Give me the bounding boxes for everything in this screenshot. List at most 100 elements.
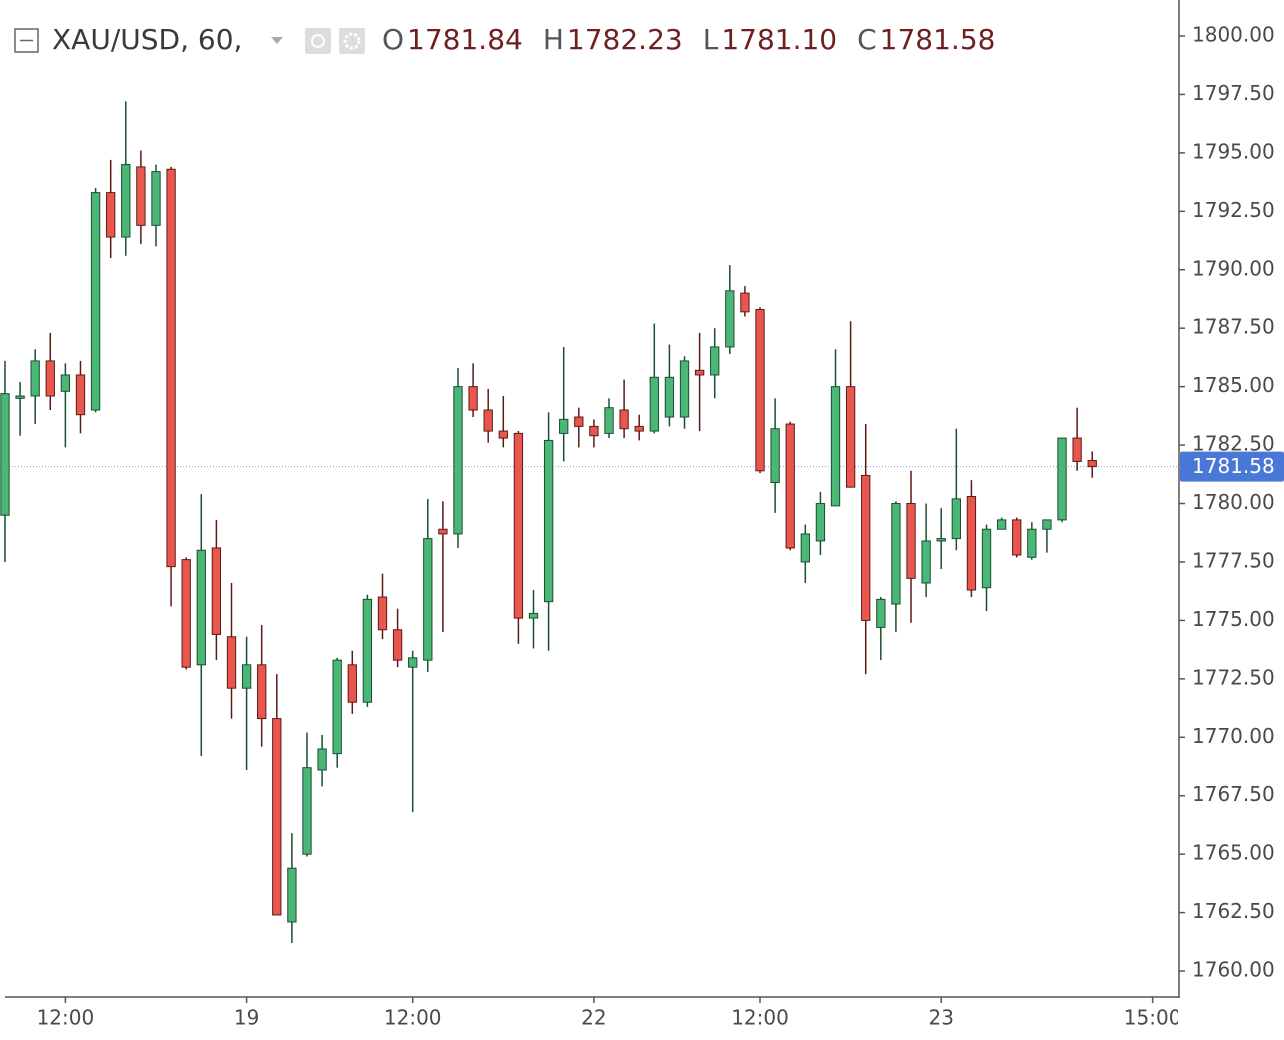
- candle-body: [559, 418, 569, 434]
- candle-body: [1087, 460, 1097, 468]
- visibility-button[interactable]: [305, 28, 331, 54]
- candle-body: [830, 386, 841, 507]
- candle-body: [981, 528, 992, 589]
- candle-body: [770, 428, 780, 483]
- candle-body: [1072, 437, 1082, 462]
- candle-body: [317, 748, 327, 771]
- candle-body: [604, 407, 614, 434]
- candle-body: [710, 346, 720, 376]
- candle-body: [45, 360, 55, 397]
- candle-body: [543, 439, 554, 603]
- candle-body: [166, 168, 176, 568]
- candle-body: [347, 664, 357, 703]
- y-tick-label: 1782.50: [1192, 432, 1275, 456]
- candle-body: [589, 425, 599, 437]
- ohlc-value: 1781.10: [721, 23, 837, 56]
- candle-body: [649, 376, 659, 432]
- candle-body: [151, 171, 161, 226]
- candle-body: [815, 503, 826, 542]
- candle-body: [30, 360, 40, 397]
- y-tick-label: 1797.50: [1192, 81, 1275, 105]
- x-tick-label: 15:00: [1124, 1006, 1182, 1030]
- candle-body: [392, 629, 403, 661]
- candle-body: [891, 503, 901, 605]
- x-tick-label: 22: [581, 1006, 606, 1030]
- candle-body: [800, 533, 810, 563]
- candle-body: [287, 867, 297, 923]
- candle-body: [257, 664, 267, 720]
- candle-body: [679, 360, 690, 418]
- settings-button[interactable]: [339, 28, 365, 54]
- y-tick-label: 1767.50: [1192, 782, 1275, 806]
- last-price-badge: [1180, 451, 1284, 482]
- candle-body: [75, 374, 86, 416]
- candle-body: [106, 192, 116, 238]
- candle-body: [438, 528, 448, 535]
- candle-body: [921, 540, 931, 584]
- candle-body: [121, 164, 131, 238]
- candle-body: [211, 547, 222, 635]
- y-tick-label: 1762.50: [1192, 899, 1275, 923]
- symbol: XAU/USD, 60,: [52, 23, 242, 56]
- x-tick-label: 19: [234, 1006, 259, 1030]
- ohlc-value: 1782.23: [567, 23, 683, 56]
- y-tick-label: 1765.00: [1192, 841, 1275, 865]
- x-tick-label: 12:00: [731, 1006, 789, 1030]
- candle-body: [498, 430, 508, 439]
- candle-body: [468, 386, 478, 411]
- y-tick-label: 1792.50: [1192, 198, 1275, 222]
- candle-body: [906, 503, 916, 579]
- candle-body: [725, 290, 735, 348]
- candle-body: [408, 657, 418, 668]
- eye-icon: [311, 34, 325, 48]
- candle-body: [528, 612, 539, 619]
- candle-body: [513, 432, 524, 619]
- candle-body: [634, 425, 644, 432]
- candle-body: [0, 393, 10, 516]
- candle-body: [996, 519, 1007, 530]
- candle-body: [332, 659, 342, 755]
- y-tick-label: 1800.00: [1192, 22, 1275, 46]
- candle-body: [755, 309, 765, 472]
- candle-body: [936, 538, 946, 542]
- candle-body: [1057, 437, 1067, 521]
- candle-body: [664, 376, 675, 418]
- candle-body: [483, 409, 493, 432]
- candle-body: [1042, 519, 1052, 530]
- y-tick-label: 1780.00: [1192, 490, 1275, 514]
- candle-body: [876, 598, 886, 628]
- dropdown-arrow[interactable]: [271, 37, 283, 44]
- x-tick-label: 12:00: [384, 1006, 442, 1030]
- legend-header: XAU/USD, 60, O 1781.84 H 1782.23 L 1781.10 C 17…: [14, 23, 996, 56]
- ohlc-label: H: [543, 23, 564, 56]
- candle-body: [951, 498, 961, 540]
- y-tick-label: 1785.00: [1192, 373, 1275, 397]
- y-tick-label: 1760.00: [1192, 958, 1275, 982]
- ohlc-value: 1781.84: [407, 23, 523, 56]
- candle-body: [845, 386, 856, 488]
- gear-icon: [343, 32, 361, 50]
- y-tick-label: 1772.50: [1192, 665, 1275, 689]
- candle-body: [362, 598, 373, 703]
- candle-body: [15, 395, 25, 399]
- y-tick-label: 1790.00: [1192, 256, 1275, 280]
- candle-body: [861, 474, 871, 621]
- candle-body: [272, 718, 282, 916]
- candle-body: [226, 636, 237, 689]
- y-tick-label: 1787.50: [1192, 315, 1275, 339]
- candle-body: [453, 386, 463, 535]
- ohlc-label: C: [857, 23, 877, 56]
- candle-body: [241, 664, 252, 689]
- ohlc-label: O: [382, 23, 404, 56]
- x-axis: 12:00 19 12:00 22 12:00 23 15:00: [37, 997, 1182, 1030]
- ohlc-value: 1781.58: [880, 23, 996, 56]
- y-tick-label: 1775.00: [1192, 607, 1275, 631]
- candle-body: [694, 369, 705, 376]
- candle-body: [90, 192, 101, 411]
- candle-body: [1012, 519, 1022, 556]
- candle-body: [574, 416, 584, 427]
- y-tick-label: 1795.00: [1192, 139, 1275, 163]
- candle-body: [302, 767, 312, 855]
